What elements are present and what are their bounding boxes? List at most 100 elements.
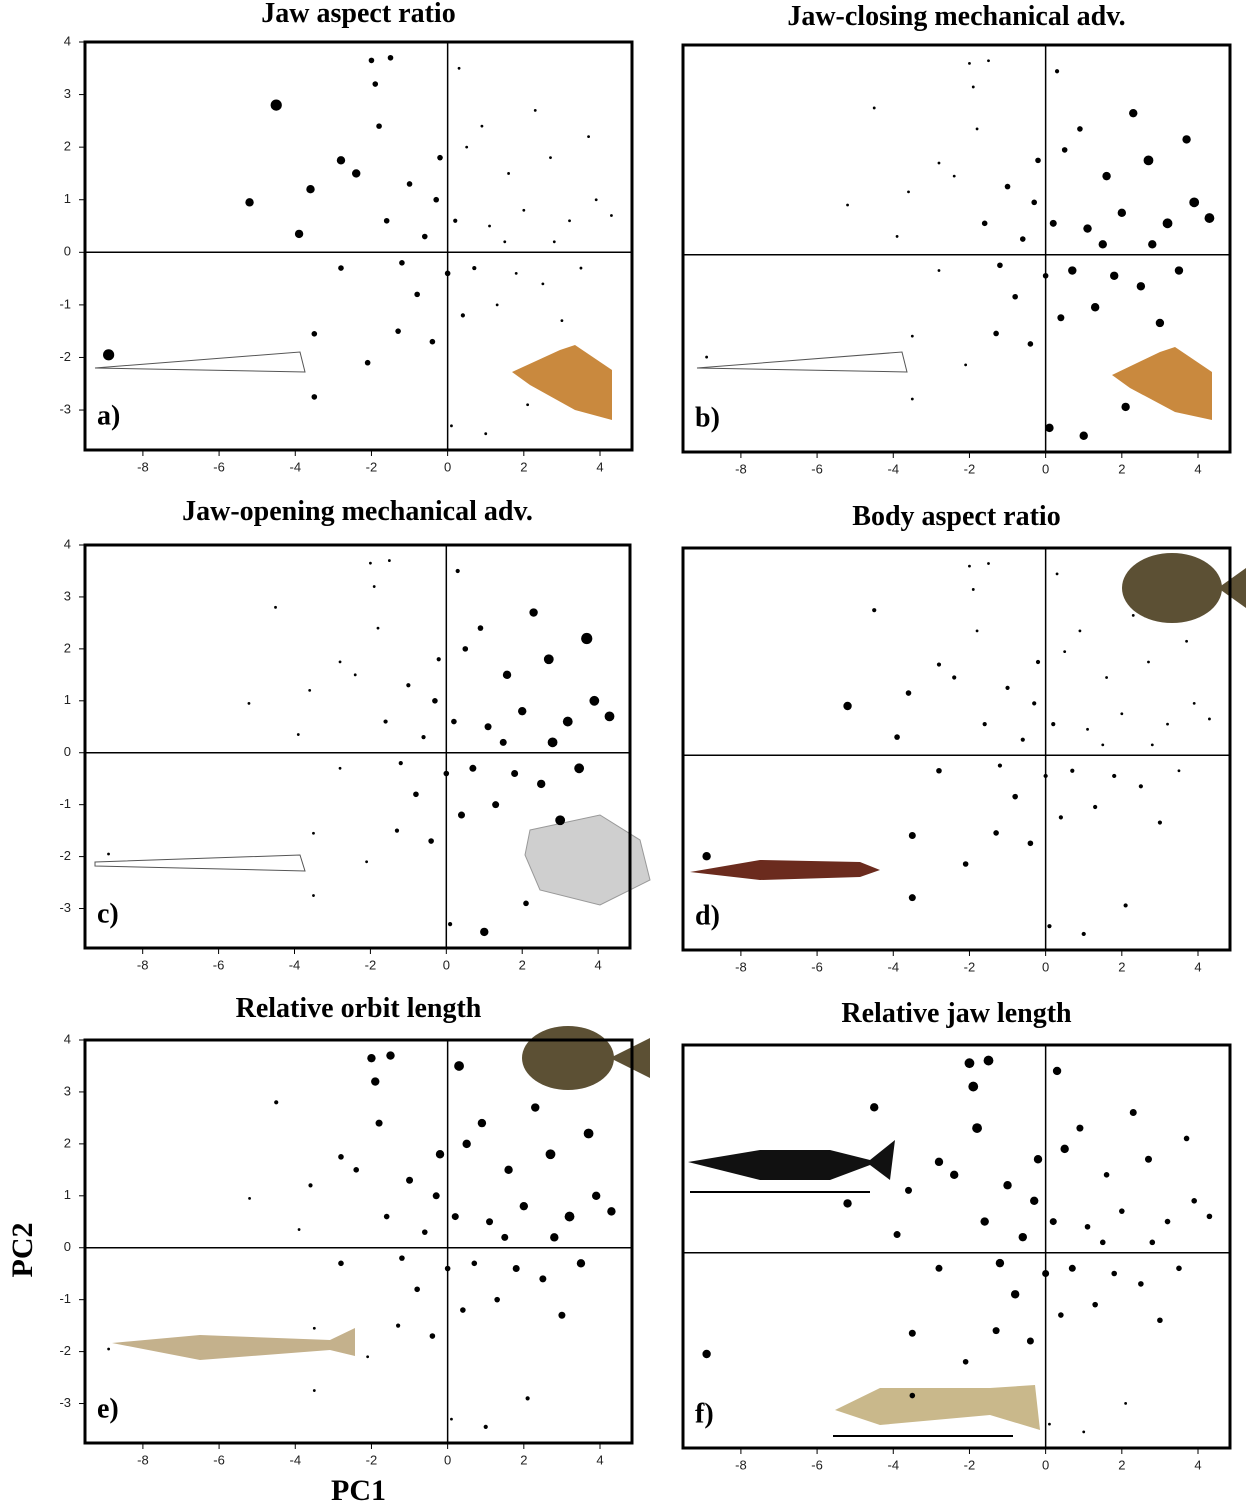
point (270, 99, 282, 111)
point (1020, 737, 1025, 742)
point (450, 1417, 453, 1421)
point (1101, 743, 1105, 747)
point (312, 1326, 316, 1330)
panel-label: e) (97, 1393, 119, 1424)
x-tick-label: 0 (1042, 461, 1049, 476)
x-tick-label: 2 (1118, 959, 1125, 974)
jaw-drawing (696, 351, 908, 373)
point (406, 1176, 414, 1184)
x-tick-label: -4 (887, 959, 899, 974)
point (383, 1213, 390, 1220)
point (975, 127, 979, 131)
point (604, 711, 615, 722)
point (526, 403, 530, 407)
point (503, 240, 507, 244)
x-tick-label: -8 (137, 957, 149, 972)
jaw-photo (512, 345, 612, 420)
y-tick-label: 0 (64, 244, 71, 259)
point (908, 832, 916, 840)
point (705, 355, 709, 359)
point (1093, 804, 1098, 810)
point (962, 1358, 969, 1365)
point (1121, 402, 1130, 412)
point (372, 81, 379, 87)
point (353, 1167, 360, 1173)
point (386, 1051, 395, 1060)
plot-frame (83, 543, 632, 950)
point (993, 830, 999, 836)
point (519, 1201, 529, 1211)
point (972, 1123, 982, 1133)
bone-photo (524, 814, 651, 906)
point (952, 675, 957, 680)
point (486, 1218, 494, 1226)
point (975, 629, 979, 633)
point (1027, 341, 1034, 347)
point (1043, 773, 1048, 779)
fish-photo (835, 1385, 1040, 1430)
y-tick-label: 2 (64, 1135, 71, 1150)
point (1051, 722, 1056, 727)
point (1206, 1213, 1213, 1220)
point (981, 220, 988, 227)
point (843, 1199, 852, 1208)
point (1123, 903, 1128, 908)
point (247, 701, 251, 705)
point (968, 1081, 979, 1092)
point (462, 1139, 471, 1149)
point (1033, 1155, 1043, 1164)
x-tick-label: -6 (213, 1452, 225, 1467)
point (1124, 1401, 1128, 1405)
point (375, 1119, 383, 1127)
fish-drawing (688, 1140, 895, 1180)
point (484, 432, 488, 436)
point (936, 662, 942, 667)
point (103, 349, 115, 361)
point (306, 185, 315, 194)
point (399, 260, 405, 266)
point (1060, 1144, 1069, 1154)
point (376, 123, 382, 129)
point (1031, 199, 1038, 206)
point (1057, 314, 1065, 322)
point (367, 1053, 376, 1063)
plot-frame (681, 1043, 1232, 1450)
point (312, 831, 315, 835)
point (1176, 1265, 1182, 1272)
point (574, 763, 585, 774)
x-axis-label: PC1 (331, 1474, 386, 1507)
point (552, 240, 556, 244)
point (494, 1296, 500, 1303)
point (1105, 676, 1108, 679)
point (1027, 840, 1034, 847)
point (1052, 1066, 1062, 1076)
point (1182, 135, 1191, 144)
point (934, 1157, 944, 1167)
point (1166, 722, 1169, 726)
point (964, 363, 968, 367)
x-tick-label: -6 (811, 1457, 823, 1472)
point (971, 85, 975, 89)
point (443, 770, 450, 777)
point (312, 894, 315, 897)
point (502, 670, 512, 680)
point (950, 1170, 959, 1180)
point (1010, 1290, 1020, 1299)
point (297, 1228, 301, 1231)
point (414, 291, 420, 298)
point (499, 738, 507, 746)
y-tick-label: -1 (59, 296, 71, 311)
point (444, 270, 451, 277)
point (1082, 1430, 1086, 1434)
x-tick-label: 4 (596, 459, 603, 474)
point (1148, 240, 1157, 249)
point (1162, 218, 1173, 229)
y-tick-label: 1 (64, 1187, 71, 1202)
point (495, 303, 499, 307)
point (589, 695, 600, 706)
point (308, 1183, 313, 1188)
point (541, 282, 545, 286)
point (395, 328, 401, 334)
point (107, 852, 110, 856)
x-tick-label: 4 (1194, 461, 1201, 476)
